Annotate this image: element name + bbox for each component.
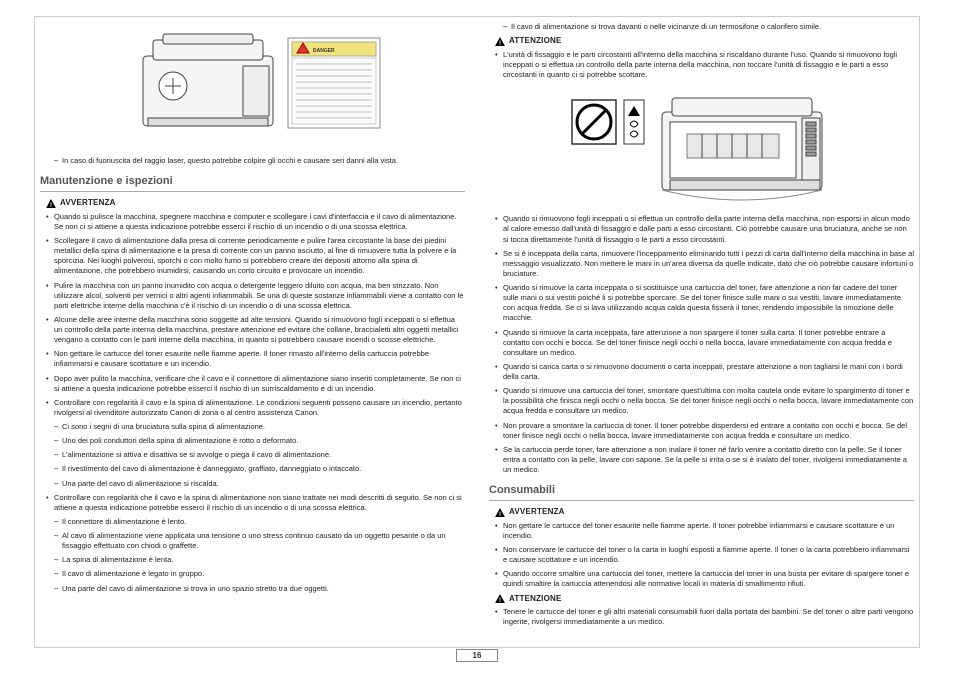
maint-bullet: Quando si pulisce la macchina, spegnere … (40, 212, 465, 232)
svg-text:!: ! (499, 511, 501, 517)
warning-triangle-icon: ! (495, 37, 505, 46)
attenzione-label: ATTENZIONE (509, 594, 562, 605)
maint-bullet: Dopo aver pulito la macchina, verificare… (40, 374, 465, 394)
two-column-layout: DANGER In caso di fuoriuscita del raggio… (40, 22, 914, 643)
maint-dash: Una parte del cavo di alimentazione si t… (40, 584, 465, 594)
attenzione-label: ATTENZIONE (509, 36, 562, 47)
attenzione-row: ! ATTENZIONE (495, 594, 914, 605)
cons-avv-bullet: Non gettare le cartucce del toner esauri… (489, 521, 914, 541)
left-column: DANGER In caso di fuoriuscita del raggio… (40, 22, 465, 643)
svg-text:!: ! (499, 40, 501, 46)
maint-bullet: Pulire la macchina con un panno inumidit… (40, 281, 465, 311)
avvertenza-label: AVVERTENZA (509, 507, 565, 518)
cons-avv-bullet: Quando occorre smaltire una cartuccia de… (489, 569, 914, 589)
warning-triangle-icon: ! (46, 199, 56, 208)
warning-triangle-icon: ! (495, 594, 505, 603)
laser-caption: In caso di fuoriuscita del raggio laser,… (40, 156, 465, 166)
section-consumables-heading: Consumabili (489, 483, 914, 501)
att-bullet: L'unità di fissaggio e le parti circosta… (489, 50, 914, 80)
power-cord-dash: Il cavo di alimentazione si trova davant… (489, 22, 914, 32)
maint-dash: Ci sono i segni di una bruciatura sulla … (40, 422, 465, 432)
printer-hot-surface-illustration (552, 84, 852, 204)
cons-avv-bullet: Non conservare le cartucce del toner o l… (489, 545, 914, 565)
manual-page: DANGER In caso di fuoriuscita del raggio… (0, 0, 954, 676)
page-number: 16 (456, 649, 499, 662)
maint-dash: La spina di alimentazione è lenta. (40, 555, 465, 565)
maint-dash: Una parte del cavo di alimentazione si r… (40, 479, 465, 489)
maint-dash: Uno dei poli conduttori della spina di a… (40, 436, 465, 446)
printer-laser-warning-illustration: DANGER (113, 26, 393, 146)
section-maintenance-heading: Manutenzione e ispezioni (40, 174, 465, 192)
maint-dash: Il connettore di alimentazione è lento. (40, 517, 465, 527)
maint-bullet: Controllare con regolarità che il cavo e… (40, 493, 465, 513)
svg-text:DANGER: DANGER (313, 48, 335, 54)
warning-triangle-icon: ! (495, 508, 505, 517)
maint-dash: Al cavo di alimentazione viene applicata… (40, 531, 465, 551)
maint-bullet: Non gettare le cartucce del toner esauri… (40, 349, 465, 369)
maint-dash: Il rivestimento del cavo di alimentazion… (40, 464, 465, 474)
cons-att-bullet: Tenere le cartucce del toner e gli altri… (489, 607, 914, 627)
page-number-wrap: 16 (40, 649, 914, 662)
attenzione-row: ! ATTENZIONE (495, 36, 914, 47)
svg-text:!: ! (499, 597, 501, 603)
printer-front-figure: DANGER (40, 26, 465, 146)
maint-bullet: Alcune delle aree interne della macchina… (40, 315, 465, 345)
maint-bullet: Controllare con regolarità il cavo e la … (40, 398, 465, 418)
avvertenza-row: ! AVVERTENZA (46, 198, 465, 209)
right-column: Il cavo di alimentazione si trova davant… (489, 22, 914, 643)
avvertenza-label: AVVERTENZA (60, 198, 116, 209)
avvertenza-row: ! AVVERTENZA (495, 507, 914, 518)
svg-text:!: ! (50, 202, 52, 208)
att-bullet: Quando si rimuovono fogli inceppati o si… (489, 214, 914, 244)
att-bullet: Se si è inceppata della carta, rimuovere… (489, 249, 914, 279)
printer-rear-figure (489, 84, 914, 204)
att-bullet: Non provare a smontare la cartuccia di t… (489, 421, 914, 441)
maint-dash: Il cavo di alimentazione è legato in gru… (40, 569, 465, 579)
att-bullet: Quando si rimuove la carta inceppata o s… (489, 283, 914, 324)
maint-dash: L'alimentazione si attiva e disattiva se… (40, 450, 465, 460)
att-bullet: Quando si rimuove una cartuccia del tone… (489, 386, 914, 416)
att-bullet: Se la cartuccia perde toner, fare attenz… (489, 445, 914, 475)
maint-bullet: Scollegare il cavo di alimentazione dall… (40, 236, 465, 277)
att-bullet: Quando si rimuove la carta inceppata, fa… (489, 328, 914, 358)
att-bullet: Quando si carica carta o si rimuovono do… (489, 362, 914, 382)
